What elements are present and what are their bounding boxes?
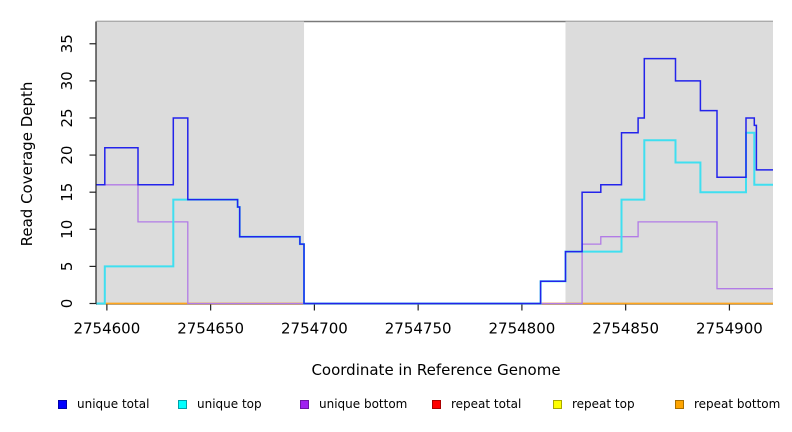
x-tick-label: 2754850 xyxy=(592,320,659,338)
legend-label: unique bottom xyxy=(319,397,408,411)
y-tick-label: 5 xyxy=(58,262,76,272)
x-tick-label: 2754700 xyxy=(281,320,348,338)
y-axis-title: Read Coverage Depth xyxy=(18,81,36,247)
shaded-regions xyxy=(96,21,773,304)
legend-label: repeat total xyxy=(451,397,522,411)
x-tick-label: 2754800 xyxy=(489,320,556,338)
x-tick-label: 2754650 xyxy=(177,320,244,338)
axis-tick-labels: 2754600 2754650 2754700 2754750 2754800 27548… xyxy=(58,34,763,337)
repeat-total-swatch-icon xyxy=(432,399,441,409)
plot-canvas: 2754600 2754650 2754700 2754750 2754800 27548… xyxy=(58,20,773,338)
y-tick-label: 20 xyxy=(58,146,76,165)
legend-item-unique-top: unique top xyxy=(178,396,262,412)
legend-item-unique-total: unique total xyxy=(58,396,149,412)
x-tick-label: 2754600 xyxy=(73,320,140,338)
unique-bottom-swatch-icon xyxy=(300,399,309,409)
y-tick-label: 30 xyxy=(58,71,76,90)
legend-item-repeat-total: repeat total xyxy=(432,396,521,412)
x-tick-label: 2754900 xyxy=(696,320,763,338)
y-tick-label: 35 xyxy=(58,34,76,53)
shaded-region xyxy=(565,21,773,304)
legend-label: unique total xyxy=(77,397,150,411)
repeat-bottom-swatch-icon xyxy=(675,399,684,409)
series-line-unique-bottom xyxy=(96,184,773,305)
series-line-unique-total xyxy=(96,57,773,305)
unique-total-swatch-icon xyxy=(58,399,67,409)
unique-top-swatch-icon xyxy=(178,399,187,409)
data-series xyxy=(96,57,773,305)
legend-item-repeat-top: repeat top xyxy=(553,396,635,412)
y-tick-label: 15 xyxy=(58,183,76,202)
y-tick-label: 0 xyxy=(58,299,76,309)
legend-label: repeat bottom xyxy=(694,397,781,411)
legend-item-unique-bottom: unique bottom xyxy=(300,396,407,412)
y-tick-label: 10 xyxy=(58,220,76,239)
legend-item-repeat-bottom: repeat bottom xyxy=(675,396,780,412)
y-tick-label: 25 xyxy=(58,108,76,127)
shaded-region xyxy=(96,21,305,304)
axis-ticks xyxy=(89,43,731,311)
legend-label: unique top xyxy=(197,397,262,411)
x-axis-title: Coordinate in Reference Genome xyxy=(0,361,792,379)
repeat-top-swatch-icon xyxy=(553,399,562,409)
x-tick-label: 2754750 xyxy=(385,320,452,338)
x-axis-title-text: Coordinate in Reference Genome xyxy=(311,361,561,379)
legend-label: repeat top xyxy=(572,397,635,411)
